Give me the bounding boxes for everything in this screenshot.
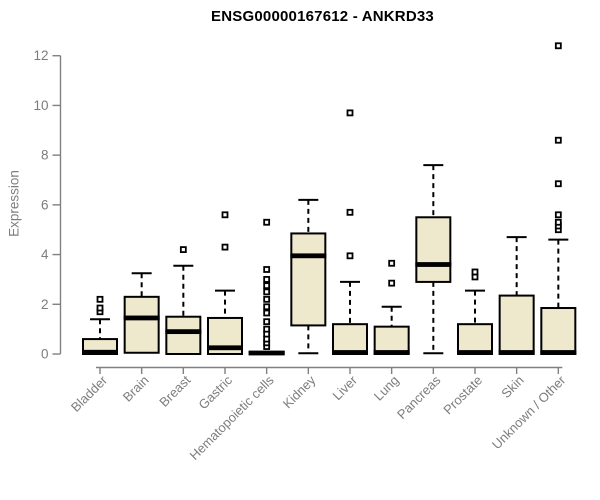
outlier-point (263, 295, 271, 303)
x-tick-label: Prostate (440, 373, 485, 418)
y-tick-label: 2 (41, 297, 49, 312)
x-tick-label: Lung (371, 373, 402, 404)
median-line (373, 350, 410, 355)
outlier-point (221, 211, 229, 219)
outlier-point (263, 325, 271, 333)
x-tick-label: Brain (120, 373, 152, 405)
x-tick-label: Bladder (68, 372, 111, 415)
median-line (498, 350, 535, 355)
y-tick-label: 4 (41, 247, 49, 262)
median-line (123, 315, 160, 321)
median-line (248, 350, 285, 356)
outlier-point (96, 304, 104, 312)
median-line (82, 349, 118, 355)
box-pancreas (415, 216, 452, 283)
x-tick-label: Skin (498, 373, 526, 401)
box-unknown-other (540, 307, 577, 356)
y-tick-label: 10 (33, 98, 48, 113)
box-kidney (290, 232, 327, 327)
y-tick-label: 0 (41, 347, 49, 362)
outlier-point (263, 318, 271, 326)
outlier-point (554, 211, 562, 219)
outlier-point (263, 303, 271, 311)
outlier-point (221, 243, 229, 251)
chart-title: ENSG00000167612 - ANKRD33 (211, 8, 434, 25)
x-tick-label: Unknown / Other (489, 372, 569, 452)
outlier-point (346, 109, 354, 117)
outlier-point (388, 279, 396, 287)
outlier-point (179, 246, 187, 254)
median-line (206, 345, 243, 351)
median-line (290, 253, 327, 259)
median-line (456, 350, 493, 355)
box-breast (165, 315, 202, 356)
box-brain (123, 295, 160, 354)
x-tick-label: Kidney (280, 372, 319, 411)
box-skin (498, 294, 535, 356)
x-tick-label: Breast (156, 372, 193, 409)
outlier-point (346, 252, 354, 260)
y-tick-label: 6 (41, 197, 49, 212)
outlier-point (263, 266, 271, 273)
y-tick-label: 8 (41, 148, 49, 163)
outlier-point (471, 268, 479, 276)
box-lung (373, 325, 410, 355)
median-line (540, 350, 577, 355)
outlier-point (554, 42, 562, 50)
median-line (165, 329, 202, 335)
median-line (415, 262, 452, 267)
y-tick-label: 12 (33, 48, 48, 63)
outlier-point (263, 218, 271, 226)
outlier-point (554, 218, 562, 226)
outlier-point (554, 136, 562, 144)
outlier-point (346, 208, 354, 216)
outlier-point (263, 309, 271, 317)
outlier-point (388, 259, 396, 267)
outlier-point (263, 282, 271, 290)
outlier-point (263, 276, 271, 283)
x-tick-label: Liver (330, 372, 361, 403)
median-line (331, 350, 368, 355)
x-tick-label: Gastric (195, 372, 235, 412)
box-liver (331, 323, 368, 355)
x-tick-label: Pancreas (394, 372, 444, 422)
outlier-point (554, 180, 562, 188)
box-prostate (456, 323, 493, 355)
outlier-point (96, 295, 104, 303)
outlier-point (263, 288, 271, 296)
